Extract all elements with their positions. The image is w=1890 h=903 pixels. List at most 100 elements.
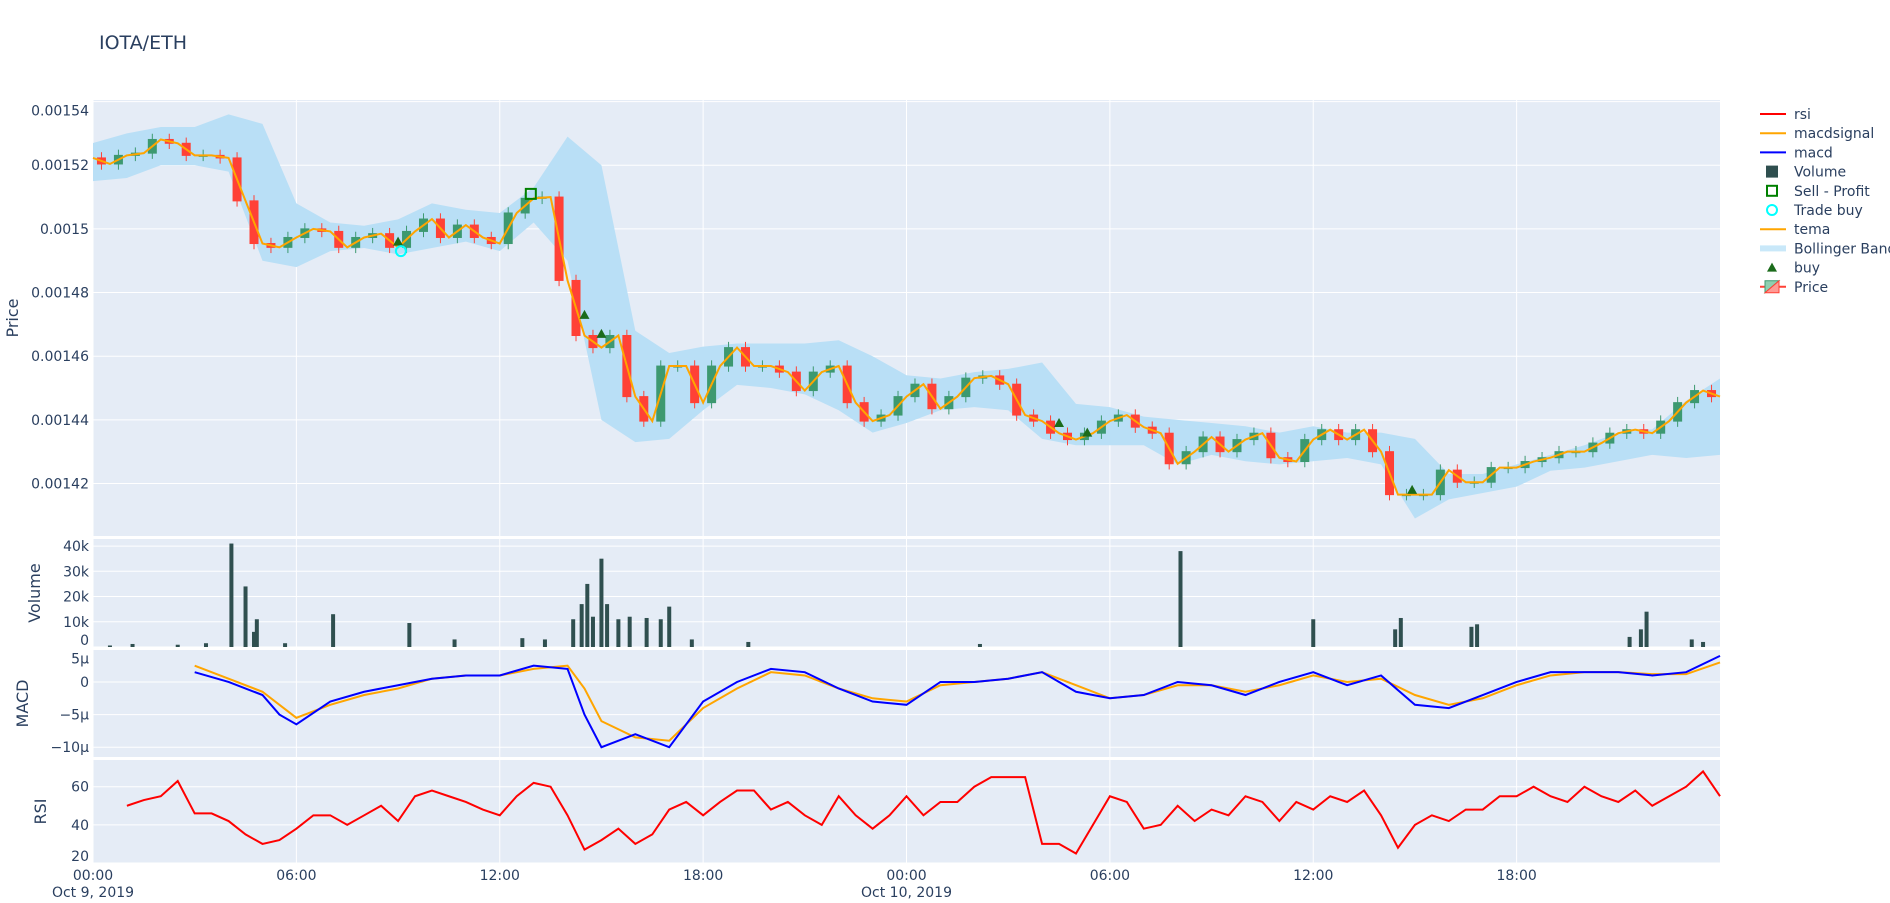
y-tick-label: −10µ	[51, 740, 90, 756]
volume-bar	[252, 631, 257, 647]
legend-label: Trade buy	[1793, 203, 1863, 219]
volume-bar	[520, 638, 525, 647]
y-tick-label: 0.00142	[31, 476, 89, 492]
volume-bar	[175, 644, 180, 647]
y-tick-label: 20k	[63, 590, 90, 606]
volume-bar	[254, 619, 259, 647]
y-tick-label: 20	[71, 849, 89, 865]
y-tick-label: 10k	[63, 615, 90, 631]
legend-label: Sell - Profit	[1794, 184, 1870, 200]
y-tick-label: 30k	[63, 564, 90, 580]
buy-marker	[1082, 427, 1093, 437]
buy-marker	[393, 236, 404, 246]
volume-bar	[571, 619, 576, 647]
rsi-line	[126, 769, 1721, 855]
volume-bar	[1627, 636, 1632, 647]
x-tick-label: 06:00	[1090, 868, 1130, 884]
legend-circle-open-icon	[1766, 204, 1778, 216]
y-tick-label: −5µ	[59, 708, 89, 724]
volume-bar	[627, 616, 632, 647]
x-tick-label: 00:00	[73, 868, 113, 884]
y-tick-label: 0.0015	[40, 222, 89, 238]
legend-item-volume[interactable]: Volume	[1766, 165, 1846, 181]
legend-label: buy	[1794, 261, 1820, 277]
x-tick-date: Oct 9, 2019	[52, 885, 134, 901]
y-axis-title: Price	[3, 298, 22, 337]
volume-bar	[107, 645, 112, 647]
volume-bar	[203, 643, 208, 647]
y-tick-label: 0.00154	[31, 104, 89, 120]
bollinger-band	[93, 114, 1720, 519]
buy-marker	[579, 309, 590, 319]
y-tick-label: 40k	[63, 539, 90, 555]
y-tick-label: 0.00148	[31, 286, 89, 302]
volume-bar	[130, 643, 135, 647]
volume-bar	[1469, 626, 1474, 647]
volume-bar	[1689, 639, 1694, 647]
y-tick-label: 0	[80, 675, 89, 691]
legend-square-icon	[1766, 165, 1778, 178]
legend-label: macd	[1794, 145, 1833, 161]
volume-bar	[746, 641, 751, 647]
x-tick-label: 18:00	[683, 868, 723, 884]
buy-marker	[1054, 418, 1065, 428]
volume-bar	[283, 643, 288, 647]
y-tick-label: 40	[71, 818, 89, 834]
legend-label: Bollinger Band	[1794, 241, 1890, 257]
legend-item-price[interactable]: Price	[1760, 279, 1828, 296]
volume-bar	[1398, 617, 1403, 647]
y-tick-label: 5µ	[71, 651, 89, 667]
legend-item-rsi[interactable]: rsi	[1760, 107, 1811, 123]
y-tick-label: 0.00152	[31, 158, 89, 174]
volume-bar	[1178, 551, 1183, 647]
volume-bar	[407, 623, 412, 647]
legend-item-tema[interactable]: tema	[1760, 222, 1830, 238]
legend-item-macdsignal[interactable]: macdsignal	[1760, 126, 1874, 142]
buy-marker	[1407, 484, 1418, 494]
x-tick-label: 12:00	[480, 868, 520, 884]
volume-bar	[644, 617, 649, 647]
volume-bar	[243, 586, 248, 647]
x-tick-label: 06:00	[276, 868, 316, 884]
x-tick-label: 18:00	[1496, 868, 1536, 884]
volume-bar	[1701, 641, 1706, 647]
x-tick-label: 00:00	[886, 868, 926, 884]
legend-item-buy[interactable]: buy	[1767, 261, 1820, 277]
legend-label: Volume	[1794, 165, 1846, 181]
legend-label: rsi	[1794, 107, 1811, 123]
y-tick-label: 0.00144	[31, 413, 89, 429]
buy-marker	[596, 328, 607, 338]
legend-band-icon	[1760, 245, 1786, 252]
y-tick-label: 0	[80, 633, 89, 649]
legend-triangle-icon	[1767, 262, 1777, 272]
volume-bar	[1311, 619, 1316, 647]
volume-bar	[579, 604, 584, 647]
volume-bar	[331, 614, 336, 647]
volume-bar	[689, 639, 694, 647]
volume-bar	[977, 643, 982, 647]
chart-title: IOTA/ETH	[99, 32, 187, 54]
legend-item-macd[interactable]: macd	[1760, 145, 1833, 161]
volume-bar	[542, 639, 547, 647]
legend-item-trade-buy[interactable]: Trade buy	[1766, 203, 1863, 219]
y-tick-label: 0.00146	[31, 349, 89, 365]
sell-profit-marker	[524, 187, 537, 200]
volume-bar	[452, 639, 457, 647]
x-tick-label: 12:00	[1293, 868, 1333, 884]
volume-bar	[585, 583, 590, 647]
legend-candle-down-icon	[1763, 279, 1780, 294]
volume-bar	[1475, 624, 1480, 647]
volume-bar	[658, 619, 663, 647]
volume-bar	[590, 616, 595, 647]
legend-item-sell-profit[interactable]: Sell - Profit	[1766, 184, 1870, 200]
legend-item-bollinger-band[interactable]: Bollinger Band	[1760, 241, 1890, 257]
y-axis-title: Volume	[25, 563, 44, 623]
macd-line	[194, 654, 1721, 749]
volume-bar	[229, 543, 234, 647]
volume-bar	[616, 619, 621, 647]
y-axis-title: RSI	[31, 799, 50, 825]
volume-bar	[1393, 629, 1398, 647]
legend-label: macdsignal	[1794, 126, 1874, 142]
